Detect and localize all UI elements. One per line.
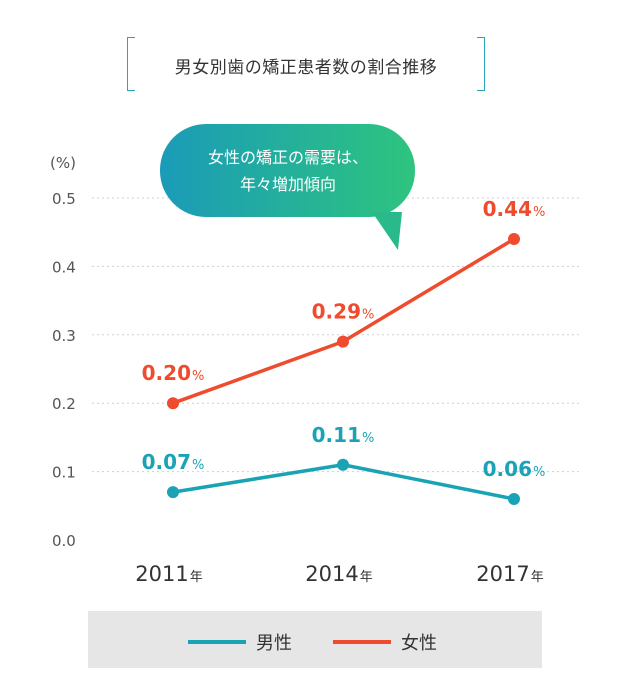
data-point [167, 486, 179, 499]
data-point [508, 233, 520, 246]
title-bracket-left [127, 37, 135, 91]
chart-title-frame: 男女別歯の矯正患者数の割合推移 [127, 37, 485, 91]
data-label: 0.20% [142, 361, 205, 385]
x-tick-suffix: 年 [360, 570, 373, 585]
legend-label-male: 男性 [256, 633, 292, 654]
data-label-suffix: % [192, 458, 204, 473]
data-label-suffix: % [362, 431, 374, 446]
y-tick-label: 0.3 [52, 327, 76, 345]
data-point [337, 458, 349, 471]
y-tick-label: 0.0 [52, 532, 76, 550]
chart-title: 男女別歯の矯正患者数の割合推移 [174, 58, 438, 78]
legend: 男性 女性 [88, 611, 542, 668]
legend-swatch-male [188, 640, 246, 644]
x-tick-label: 2014年 [305, 562, 372, 586]
x-tick-label: 2011年 [135, 562, 202, 586]
data-label-suffix: % [533, 205, 545, 220]
y-tick-label: 0.5 [52, 190, 76, 208]
data-label: 0.07% [142, 450, 205, 474]
legend-label-female: 女性 [401, 633, 437, 654]
x-tick-suffix: 年 [531, 570, 544, 585]
data-label: 0.11% [312, 423, 375, 447]
data-label: 0.29% [312, 300, 375, 324]
legend-swatch-female [333, 640, 391, 644]
x-tick-label: 2017年 [476, 562, 543, 586]
line-chart: 0.0 0.1 0.2 0.3 0.4 0.5 (%) 2011年 2014年 2017年 0.0… [50, 124, 582, 586]
legend-item-male: 男性 [188, 629, 292, 655]
data-label: 0.44% [483, 197, 546, 221]
data-label-suffix: % [362, 308, 374, 323]
annotation-line-2: 年々増加傾向 [240, 175, 336, 194]
data-label-suffix: % [533, 465, 545, 480]
data-point [337, 335, 349, 348]
annotation-bubble: 女性の矯正の需要は、 年々増加傾向 [160, 124, 415, 250]
annotation-line-1: 女性の矯正の需要は、 [208, 148, 368, 167]
data-label-suffix: % [192, 369, 204, 384]
y-axis-unit: (%) [50, 154, 76, 172]
title-bracket-right [477, 37, 485, 91]
x-tick-suffix: 年 [190, 570, 203, 585]
y-tick-label: 0.2 [52, 395, 76, 413]
data-point [167, 397, 179, 410]
data-label: 0.06% [483, 457, 546, 481]
y-tick-label: 0.4 [52, 258, 76, 276]
y-tick-label: 0.1 [52, 464, 76, 482]
data-point [508, 492, 520, 505]
legend-item-female: 女性 [333, 629, 437, 655]
